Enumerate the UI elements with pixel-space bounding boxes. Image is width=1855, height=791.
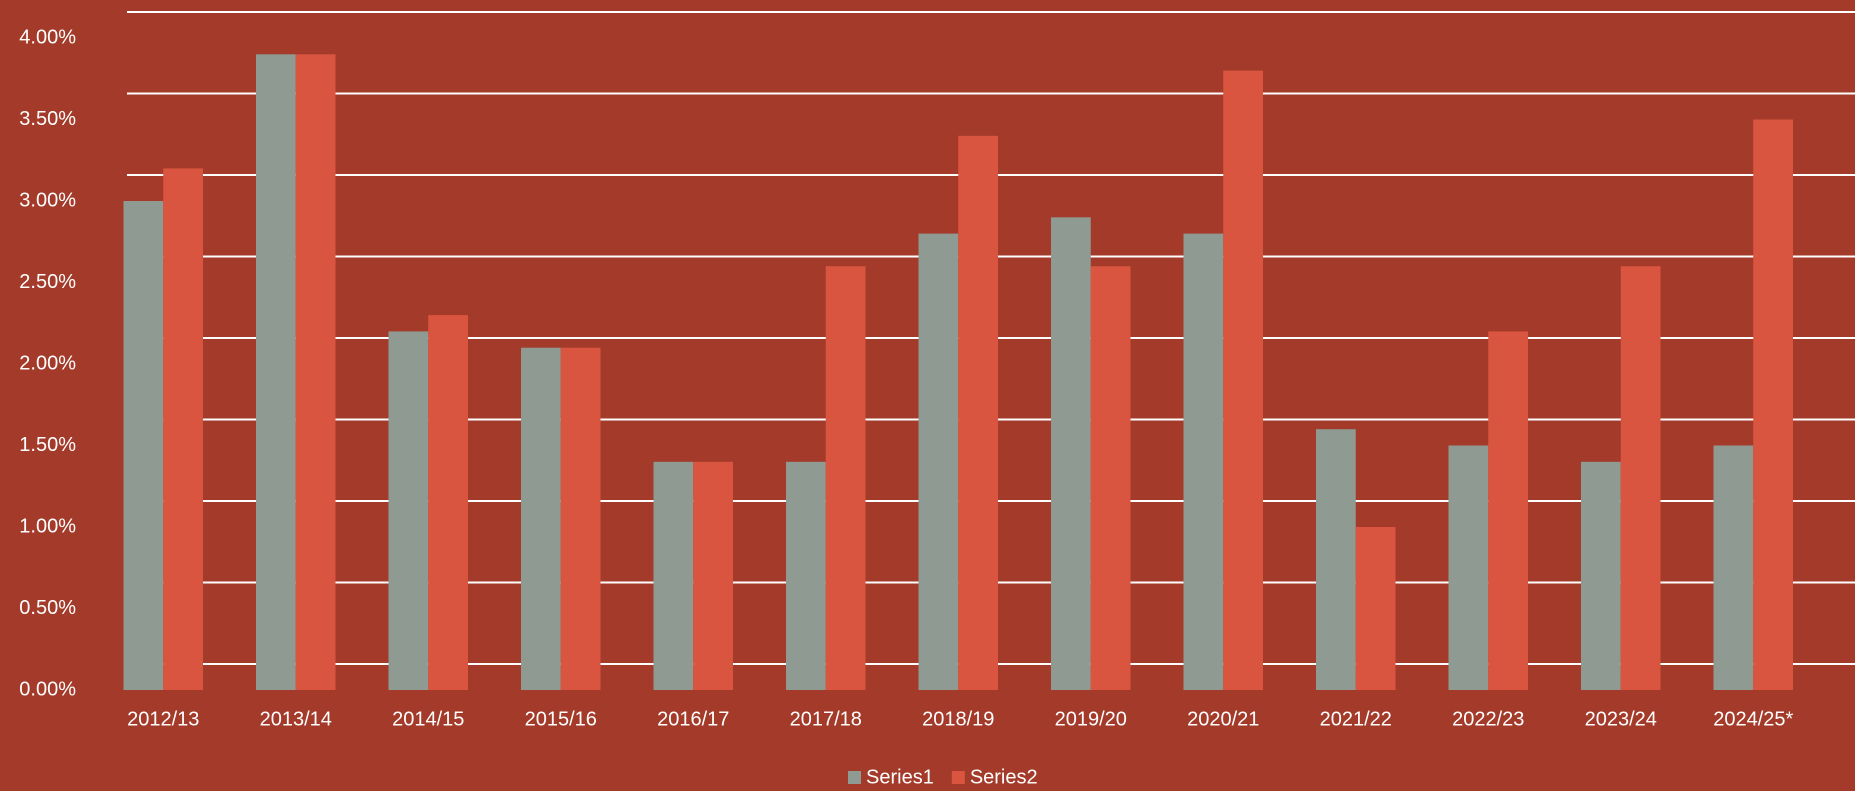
y-tick-label: 0.50% [19,597,76,619]
bar [653,461,694,690]
bar [786,461,826,690]
x-tick-label: 2024/25* [1713,708,1793,730]
x-tick-label: 2014/15 [392,708,464,730]
legend-swatch [848,771,861,784]
y-tick-label: 1.50% [19,434,76,456]
bar [123,201,164,690]
x-tick-label: 2022/23 [1452,708,1524,730]
x-tick-label: 2013/14 [260,708,332,730]
legend-swatch [951,771,965,784]
bar [1581,461,1621,690]
bar [256,54,296,691]
x-tick-label: 2015/16 [525,708,597,730]
bar [1753,119,1793,690]
x-tick-label: 2020/21 [1187,708,1259,730]
bar [1223,70,1263,691]
x-tick-label: 2017/18 [790,708,862,730]
y-tick-label: 3.00% [19,189,76,211]
bar [1620,266,1661,690]
bar [1090,266,1131,690]
y-tick-label: 2.50% [19,271,76,293]
bar [693,461,733,690]
bar [1316,429,1356,690]
bar [1448,445,1489,690]
bar [428,315,468,690]
bar [1051,217,1091,691]
bar [1355,527,1396,690]
bar [521,347,561,690]
bar [295,54,336,691]
bar [958,135,998,691]
bar [388,331,429,690]
bar [825,266,866,690]
bar [1713,445,1754,690]
y-tick-label: 0.00% [19,678,76,700]
bar [1488,331,1528,690]
legend-label: Series2 [970,766,1038,788]
x-tick-label: 2021/22 [1320,708,1392,730]
x-tick-label: 2018/19 [922,708,994,730]
bar [918,233,959,690]
bar [163,168,203,690]
y-tick-label: 4.00% [19,26,76,48]
x-tick-label: 2023/24 [1585,708,1657,730]
x-tick-label: 2016/17 [657,708,729,730]
x-tick-label: 2019/20 [1055,708,1127,730]
bar [560,347,601,690]
bar [1183,233,1224,690]
legend-label: Series1 [866,766,934,788]
x-tick-label: 2012/13 [127,708,199,730]
y-tick-label: 3.50% [19,108,76,130]
y-tick-label: 2.00% [19,352,76,374]
y-tick-label: 1.00% [19,515,76,537]
